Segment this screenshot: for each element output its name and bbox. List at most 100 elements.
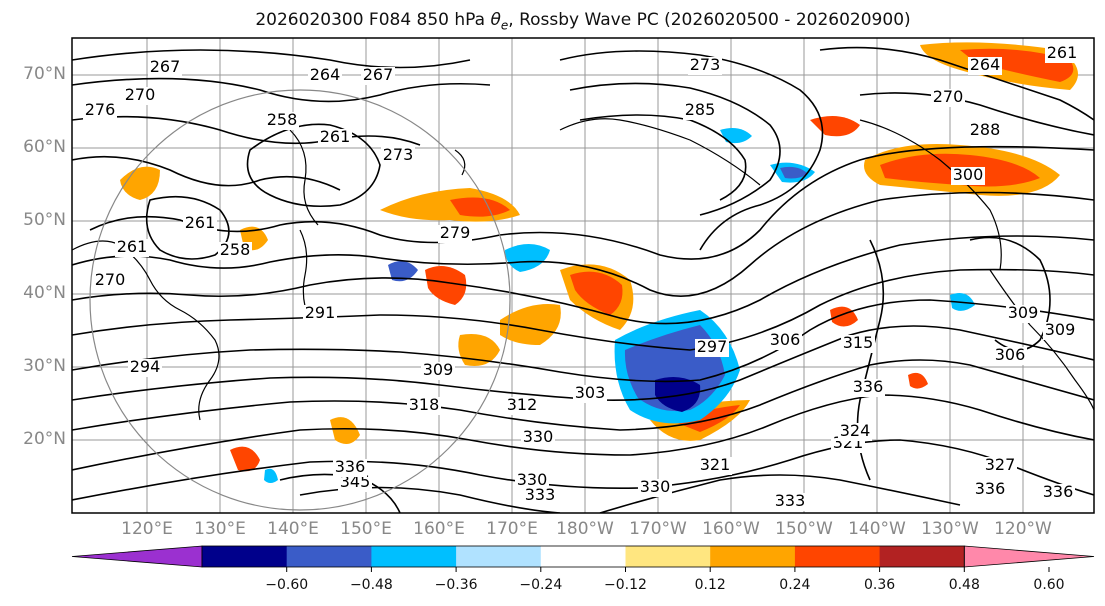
colorbar-tick-label: −0.60 [265,577,309,593]
longitude-label: 130°E [194,519,246,539]
colorbar-tick-label: 0.24 [779,577,811,593]
colorbar-segment [286,546,372,567]
contour-label: 261 [117,237,148,256]
contour-label-background [698,457,732,475]
contour-label-background [968,122,1002,140]
contour-label-background [303,305,337,323]
contour-label: 318 [409,395,440,414]
contour-label-background [407,397,441,415]
colorbar-tick-label: −0.24 [519,577,563,593]
contour-label-background [841,335,875,353]
colorbar-tick-label: −0.36 [434,577,478,593]
contour-label: 330 [517,470,548,489]
contour-label: 258 [220,240,251,259]
colorbar-segment [794,546,881,567]
contour-label: 270 [933,87,964,106]
contour-label: 336 [1043,482,1074,501]
contour-label-background [573,385,607,403]
contour-label: 291 [305,303,336,322]
contour-label: 270 [95,270,126,289]
contour-label: 261 [185,213,216,232]
contour-label: 267 [150,57,181,76]
contour-label: 264 [970,55,1001,74]
contour-label-background [638,479,672,497]
contour-label-background [148,59,182,77]
contour-label-background [851,379,885,397]
contour-label: 297 [697,337,728,356]
latitude-label: 30°N [23,356,66,376]
contour-label: 333 [525,485,556,504]
contour-label-background [333,459,367,477]
longitude-label: 180°W [556,519,614,539]
contour-label-background [951,167,985,185]
contour-label: 294 [130,357,161,376]
colorbar-segment [879,546,965,567]
contour-label-background [381,147,415,165]
contour-label: 285 [685,100,716,119]
colorbar-tick-label: 0.36 [864,577,896,593]
longitude-label: 130°W [921,519,979,539]
contour-label-background [318,129,352,147]
contour-label: 279 [440,223,471,242]
contour-label: 300 [953,165,984,184]
contour-label: 306 [770,330,801,349]
colorbar-tick-label: 0.12 [694,577,726,593]
contour-label-background [505,397,539,415]
title-theta: θe [490,10,509,33]
contour-label-background [218,242,252,260]
projection-circle [89,89,511,511]
colorbar-segment [625,546,711,567]
contour-label: 261 [320,127,351,146]
colorbar-max-extend [963,545,1095,568]
colorbar-segment [710,546,796,567]
latitude-label: 60°N [23,137,66,157]
contour-labels: 267 264 2672732762702582612732852702642612… [83,43,1079,511]
colorbar-tick-label: −0.12 [604,577,647,593]
colorbar-segment [202,546,288,567]
longitude-label: 150°E [340,519,392,539]
title-rest: , Rossby Wave PC (2026020500 - 202602090… [508,10,911,30]
contour-label: 309 [1045,320,1076,339]
longitude-label: 170°W [629,519,687,539]
colorbar-tick-label: 0.48 [948,577,980,593]
contour-label: 312 [507,395,538,414]
contour-label: 309 [423,360,454,379]
contour-label: 333 [775,491,806,510]
contour-label: 324 [840,421,871,440]
map-border [71,37,1095,514]
colorbar-segment [456,546,542,567]
colorbar-segment [371,546,457,567]
contour-label: 336 [335,457,366,476]
contour-label-background [93,272,127,290]
contour-label: 315 [843,333,874,352]
colorbar-min-extend [71,545,203,568]
latitude-label: 20°N [23,429,66,449]
contour-label: 270 [125,85,156,104]
contour-label: 276 [85,100,116,119]
longitude-label: 170°E [486,519,538,539]
negative-anomaly-fills [264,128,975,483]
contour-label-background [983,457,1017,475]
contour-label-background [993,347,1027,365]
contour-label-background [115,239,149,257]
contour-label: 309 [1008,303,1039,322]
contour-label-background [128,359,162,377]
contour-label: 330 [640,477,671,496]
latitude-label: 50°N [23,210,66,230]
contour-label-background [1043,322,1077,340]
contour-label: 267 [363,65,394,84]
contour-label-background [421,362,455,380]
contour-label: 336 [975,479,1006,498]
contour-label-background [523,487,557,505]
longitude-label: 120°W [994,519,1052,539]
contour-label: 303 [575,383,606,402]
colorbar-tick-label: −0.48 [349,577,393,593]
contour-label-background [768,332,802,350]
colorbar-outline [201,545,965,568]
contour-label-background [361,67,395,85]
contour-label-background [838,423,872,441]
contour-label-background [773,493,807,511]
contour-label-background [1006,305,1040,323]
longitude-label: 140°E [267,519,319,539]
